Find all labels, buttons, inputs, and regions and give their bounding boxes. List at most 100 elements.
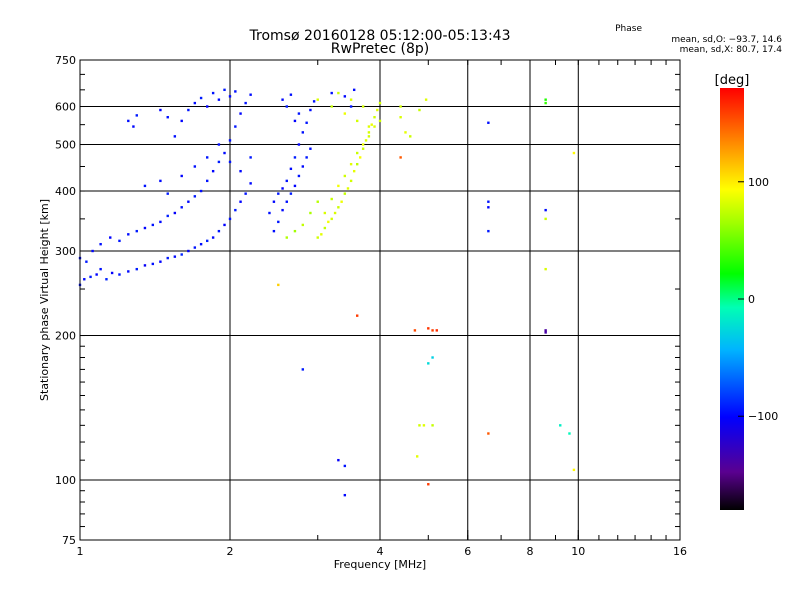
y-tick-label: 600 <box>55 101 76 114</box>
x-mode-point <box>301 223 305 227</box>
x-mode-point <box>427 483 430 486</box>
o-mode-point <box>135 229 138 233</box>
o-mode-point <box>180 206 183 209</box>
o-mode-point <box>281 98 284 101</box>
y-tick-label: 75 <box>62 534 76 547</box>
o-mode-point <box>244 101 247 105</box>
o-mode-point <box>166 192 169 195</box>
x-mode-point <box>568 432 571 435</box>
o-mode-point <box>135 114 138 117</box>
o-mode-point <box>143 226 147 230</box>
o-mode-point <box>349 105 353 108</box>
o-mode-point <box>166 256 169 260</box>
o-mode-point <box>234 125 237 128</box>
o-mode-point <box>239 169 242 173</box>
data-points <box>78 88 576 497</box>
o-mode-point <box>217 143 221 146</box>
x-mode-point <box>356 151 359 155</box>
x-mode-point <box>544 98 547 101</box>
o-mode-point <box>180 174 183 178</box>
o-mode-point <box>289 93 293 96</box>
o-mode-point <box>206 156 209 159</box>
o-mode-point <box>487 121 490 124</box>
o-mode-point <box>143 184 147 188</box>
o-mode-point <box>312 100 316 103</box>
x-mode-point <box>343 174 347 178</box>
o-mode-point <box>83 278 86 281</box>
x-mode-point <box>358 156 362 159</box>
x-mode-point <box>424 98 428 101</box>
o-mode-point <box>105 278 108 281</box>
o-mode-point <box>289 192 293 195</box>
x-mode-point <box>349 179 353 183</box>
x-mode-point <box>370 123 373 126</box>
x-mode-point <box>544 267 547 271</box>
x-mode-point <box>544 101 547 105</box>
o-mode-point <box>211 91 215 95</box>
o-mode-point <box>193 195 197 198</box>
y-tick-label: 100 <box>55 474 76 487</box>
x-mode-point <box>373 116 376 119</box>
x-mode-point <box>346 187 350 190</box>
colorbar: 100 0 −100 [deg] <box>715 73 778 510</box>
x-mode-point <box>327 220 330 224</box>
o-mode-point <box>89 275 92 279</box>
o-mode-point <box>272 229 276 233</box>
o-mode-point <box>301 368 305 371</box>
o-mode-point <box>297 174 301 178</box>
x-mode-point <box>487 432 490 435</box>
o-mode-point <box>330 91 333 95</box>
colorbar-label: [deg] <box>715 73 750 88</box>
phase-stats-o: mean, sd,O: −93.7, 14.6 <box>671 35 782 45</box>
o-mode-point <box>277 192 280 195</box>
x-tick-label: 1 <box>77 545 84 558</box>
o-mode-point <box>199 189 203 193</box>
o-mode-point <box>281 208 284 212</box>
axis-labels: 1 2 4 6 8 10 16 75 100 200 300 400 500 600 750 Frequenc… <box>38 54 687 571</box>
x-mode-point <box>431 424 434 427</box>
x-mode-point <box>337 206 340 209</box>
o-mode-point <box>159 220 162 224</box>
x-tick-label: 6 <box>464 545 471 558</box>
o-mode-point <box>223 88 226 92</box>
o-mode-point <box>249 182 252 185</box>
o-mode-point <box>180 253 183 256</box>
o-mode-point <box>199 242 203 246</box>
y-tick-label: 300 <box>55 245 76 258</box>
o-mode-point <box>305 121 308 124</box>
o-mode-point <box>173 211 177 215</box>
o-mode-point <box>173 135 177 138</box>
o-mode-point <box>268 211 271 215</box>
chart-title: Tromsø 20160128 05:12:00-05:13:43 <box>249 28 511 44</box>
o-mode-point <box>110 271 114 275</box>
o-mode-point <box>109 236 112 239</box>
o-mode-point <box>487 229 490 233</box>
x-mode-point <box>330 105 333 108</box>
x-mode-point <box>316 200 319 203</box>
o-mode-point <box>118 273 121 276</box>
x-mode-point <box>337 184 340 188</box>
o-mode-point <box>223 223 226 227</box>
x-mode-point <box>559 424 562 427</box>
o-mode-point <box>193 101 197 105</box>
x-tick-label: 4 <box>377 545 384 558</box>
colorbar-tick-label: 100 <box>748 176 769 189</box>
x-mode-point <box>316 236 319 239</box>
x-mode-point <box>330 217 333 221</box>
o-mode-point <box>127 270 130 273</box>
o-mode-point <box>193 246 197 249</box>
x-mode-point <box>343 192 347 195</box>
o-mode-point <box>206 179 209 183</box>
o-mode-point <box>239 200 242 203</box>
o-mode-point <box>285 105 288 108</box>
o-mode-point <box>95 273 98 276</box>
x-mode-point <box>418 424 421 427</box>
x-mode-point <box>431 329 434 332</box>
x-mode-point <box>343 112 347 115</box>
o-mode-point <box>352 88 356 92</box>
x-mode-point <box>309 211 312 215</box>
x-mode-point <box>337 91 340 95</box>
o-mode-point <box>217 160 221 164</box>
x-mode-point <box>399 105 402 108</box>
o-mode-point <box>343 95 347 98</box>
